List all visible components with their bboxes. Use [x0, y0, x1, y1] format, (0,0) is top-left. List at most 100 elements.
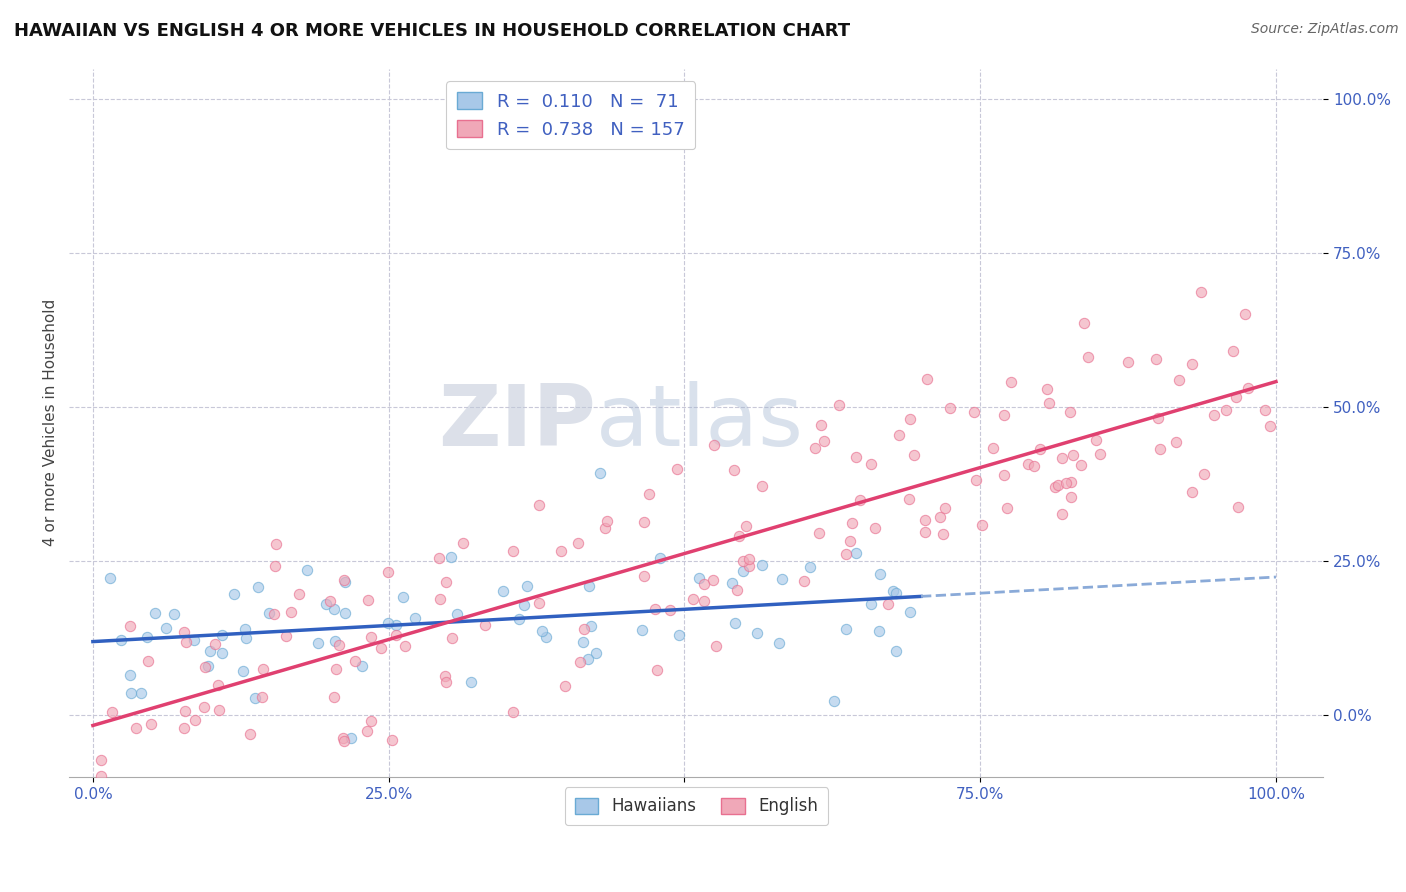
Point: [668, 627, 690, 641]
Point: [534, 630, 557, 644]
Point: [884, 586, 907, 600]
Point: [728, 529, 751, 543]
Point: [120, 667, 142, 681]
Point: [585, 646, 607, 660]
Point: [370, 641, 392, 656]
Point: [183, 633, 205, 648]
Point: [344, 654, 367, 668]
Point: [197, 782, 219, 797]
Point: [163, 607, 186, 621]
Point: [120, 686, 142, 700]
Point: [733, 564, 755, 578]
Point: [529, 498, 551, 512]
Point: [98, 571, 121, 585]
Point: [427, 550, 450, 565]
Point: [723, 463, 745, 477]
Point: [173, 704, 195, 718]
Point: [630, 624, 652, 638]
Legend: Hawaiians, English: Hawaiians, English: [565, 788, 828, 825]
Point: [322, 690, 344, 704]
Point: [981, 441, 1004, 455]
Point: [638, 486, 661, 500]
Point: [250, 690, 273, 704]
Point: [869, 567, 891, 582]
Point: [897, 491, 920, 506]
Point: [845, 546, 868, 560]
Point: [315, 597, 337, 611]
Text: atlas: atlas: [596, 381, 804, 464]
Point: [263, 607, 285, 622]
Point: [208, 703, 231, 717]
Point: [207, 678, 229, 692]
Point: [385, 618, 408, 632]
Point: [1038, 396, 1060, 410]
Point: [859, 457, 882, 471]
Point: [264, 537, 287, 551]
Point: [828, 398, 851, 412]
Point: [900, 412, 922, 426]
Point: [738, 551, 761, 566]
Point: [232, 664, 254, 678]
Point: [136, 654, 159, 668]
Point: [835, 622, 858, 636]
Point: [211, 628, 233, 642]
Point: [848, 492, 870, 507]
Point: [502, 706, 524, 720]
Point: [810, 418, 832, 433]
Point: [394, 640, 416, 654]
Point: [917, 371, 939, 385]
Point: [914, 525, 936, 540]
Point: [799, 559, 821, 574]
Point: [725, 582, 748, 597]
Point: [404, 611, 426, 625]
Point: [1164, 434, 1187, 449]
Text: Source: ZipAtlas.com: Source: ZipAtlas.com: [1251, 22, 1399, 37]
Point: [135, 630, 157, 644]
Point: [129, 686, 152, 700]
Point: [441, 632, 464, 646]
Point: [325, 662, 347, 676]
Point: [143, 606, 166, 620]
Point: [724, 615, 747, 630]
Point: [1017, 457, 1039, 471]
Point: [633, 568, 655, 582]
Point: [721, 575, 744, 590]
Point: [1077, 351, 1099, 365]
Point: [747, 626, 769, 640]
Point: [328, 638, 350, 652]
Point: [702, 573, 724, 587]
Point: [938, 401, 960, 416]
Point: [508, 612, 530, 626]
Point: [1036, 382, 1059, 396]
Point: [392, 591, 415, 605]
Point: [319, 593, 342, 607]
Point: [633, 515, 655, 529]
Point: [110, 632, 132, 647]
Point: [512, 598, 534, 612]
Point: [963, 405, 986, 419]
Point: [139, 716, 162, 731]
Point: [1222, 343, 1244, 358]
Point: [965, 473, 987, 487]
Point: [224, 587, 246, 601]
Point: [1052, 451, 1074, 466]
Point: [173, 625, 195, 640]
Point: [882, 583, 904, 598]
Point: [845, 450, 868, 464]
Point: [429, 591, 451, 606]
Point: [841, 516, 863, 531]
Point: [381, 732, 404, 747]
Point: [572, 622, 595, 636]
Point: [572, 635, 595, 649]
Point: [120, 618, 142, 632]
Point: [751, 479, 773, 493]
Point: [682, 591, 704, 606]
Point: [666, 462, 689, 476]
Point: [863, 521, 886, 535]
Point: [1254, 403, 1277, 417]
Point: [688, 571, 710, 585]
Point: [889, 428, 911, 442]
Point: [1189, 285, 1212, 299]
Point: [90, 754, 112, 768]
Point: [1168, 373, 1191, 387]
